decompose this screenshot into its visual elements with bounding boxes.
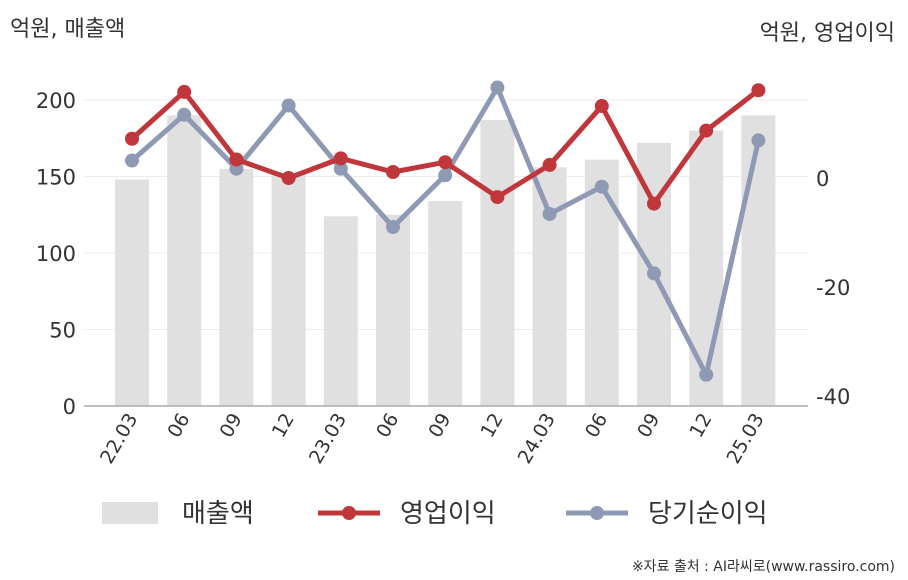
legend-marker	[342, 506, 356, 520]
source-text: ※자료 출처 : AI라씨로(www.rassiro.com)	[632, 559, 895, 575]
revenue-bar	[167, 115, 202, 407]
x-tick-label: 23.03	[305, 410, 351, 468]
series-point	[229, 152, 244, 167]
revenue-bars	[115, 115, 776, 407]
revenue-bar	[376, 214, 410, 406]
series-point	[542, 157, 557, 172]
x-tick-label: 09	[424, 410, 455, 442]
right-tick-label: 0	[816, 167, 829, 191]
legend-label: 당기순이익	[648, 499, 768, 529]
series-point	[490, 80, 505, 95]
series-point	[699, 123, 714, 138]
legend-swatch-revenue	[102, 502, 158, 524]
right-tick-label: -20	[816, 276, 850, 300]
series-point	[647, 266, 661, 281]
legend-label: 영업이익	[400, 499, 496, 529]
revenue-bar	[741, 115, 776, 407]
revenue-bar	[480, 119, 515, 406]
series-point	[490, 190, 505, 205]
legend-marker	[590, 506, 604, 520]
series-point	[594, 179, 609, 194]
series-point	[438, 155, 453, 170]
revenue-bar	[584, 159, 619, 406]
left-tick-label: 200	[36, 89, 76, 113]
series-point	[751, 133, 766, 148]
x-tick-label: 12	[268, 410, 299, 442]
revenue-bar	[428, 200, 463, 406]
series-point	[125, 131, 139, 146]
x-tick-label: 06	[163, 410, 194, 442]
x-tick-label: 06	[372, 410, 403, 442]
left-axis-ticks: 0 50 100 150 200	[36, 89, 76, 419]
left-tick-label: 50	[49, 319, 76, 343]
x-tick-label: 12	[477, 410, 508, 442]
legend-label: 매출액	[182, 499, 254, 529]
series-point	[594, 99, 609, 114]
x-tick-label: 24.03	[514, 410, 560, 468]
revenue-bar	[323, 216, 358, 406]
series-point	[281, 98, 296, 113]
series-point	[177, 107, 192, 122]
x-tick-label: 06	[581, 410, 612, 442]
right-axis-ticks: 0 -20 -40	[816, 167, 850, 409]
profit-lines	[125, 80, 766, 382]
left-axis-unit: 억원, 매출액	[10, 17, 125, 42]
right-axis-unit: 억원, 영업이익	[760, 21, 895, 46]
x-tick-label: 09	[633, 410, 664, 442]
revenue-bar	[115, 179, 149, 406]
series-point	[751, 83, 766, 98]
revenue-bar	[219, 168, 254, 406]
series-point	[333, 151, 348, 166]
series-point	[647, 196, 661, 211]
series-point	[542, 206, 557, 221]
left-tick-label: 100	[36, 242, 76, 266]
x-tick-label: 09	[216, 410, 247, 442]
series-point	[333, 161, 348, 176]
x-tick-label: 12	[685, 410, 716, 442]
x-tick-label: 25.03	[722, 410, 768, 468]
revenue-bar	[689, 130, 724, 406]
left-tick-label: 150	[36, 166, 76, 190]
legend: 매출액 영업이익 당기순이익	[102, 499, 768, 529]
x-axis-ticks: 22.03 06 09 12 23.03 06 09 12 24.03 06 09 12 25.03	[96, 410, 769, 468]
series-point	[438, 168, 453, 183]
series-point	[386, 220, 400, 235]
revenue-bar	[271, 173, 306, 406]
x-tick-label: 22.03	[96, 410, 142, 468]
series-point	[281, 171, 296, 185]
left-tick-label: 0	[63, 395, 76, 419]
series-point	[177, 84, 192, 99]
revenue-bar	[532, 167, 567, 406]
right-tick-label: -40	[816, 385, 850, 409]
series-point	[386, 165, 400, 180]
series-point	[699, 367, 714, 382]
series-point	[125, 153, 139, 168]
